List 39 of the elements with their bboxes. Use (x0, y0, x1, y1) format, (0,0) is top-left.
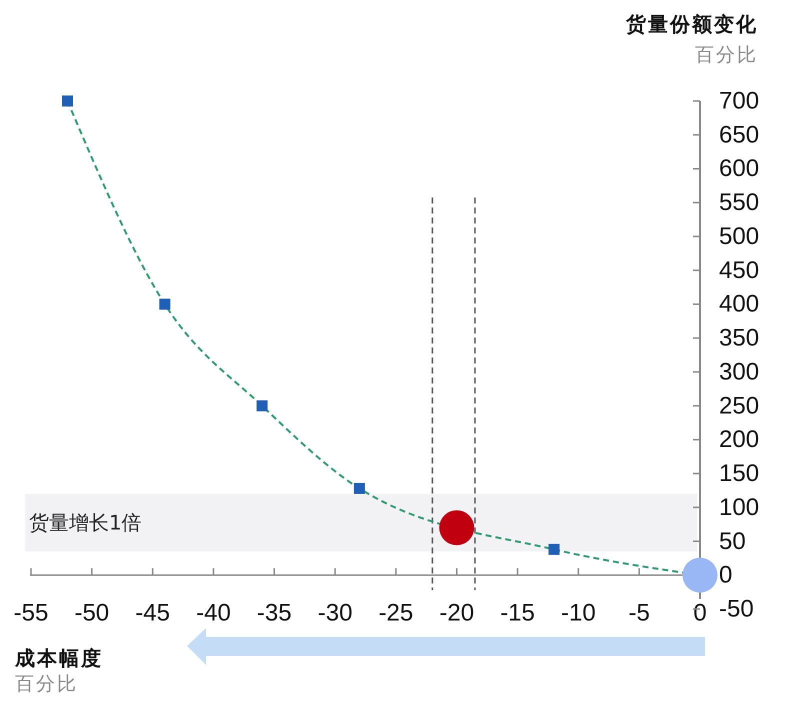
x-tick-label: -50 (74, 600, 110, 626)
y-tick-label: 250 (719, 392, 760, 420)
point (62, 96, 73, 106)
x-tick-label: -30 (318, 600, 352, 626)
y-tick-label: 550 (719, 189, 760, 216)
x-tick-label: -55 (14, 600, 48, 626)
x-tick-label: -35 (256, 600, 292, 626)
point (439, 510, 474, 546)
x-tick-label: -10 (561, 600, 596, 626)
y-tick-label: 100 (719, 494, 760, 521)
y-tick-label: 450 (719, 256, 760, 284)
text: 百分比 (695, 44, 758, 66)
y-tick-label: 650 (719, 121, 760, 148)
y-tick-label: 700 (719, 88, 760, 114)
point (159, 298, 170, 310)
y-tick-label: 400 (719, 290, 760, 318)
point (354, 482, 365, 494)
x-tick-label: -40 (196, 600, 231, 626)
y-tick-label: 600 (719, 155, 760, 182)
y-tick-label: 300 (719, 358, 760, 386)
x-tick-label: -25 (378, 600, 414, 626)
x-tick-label: -15 (500, 600, 535, 626)
y-tick-label: 350 (719, 324, 760, 352)
point (256, 400, 268, 412)
x-tick-label: -20 (439, 600, 474, 626)
y-tick-label: 200 (719, 426, 760, 454)
y-tick-label: 150 (719, 460, 760, 488)
point (682, 558, 718, 593)
text: 百分比 (15, 673, 78, 695)
y-tick-label: 50 (719, 528, 746, 555)
x-tick-label: -5 (628, 600, 650, 626)
band-label: 货量增长1倍 (29, 510, 142, 535)
point (548, 544, 560, 555)
y-tick-label: 500 (719, 222, 760, 250)
y-axis-title: 货量份额变化 (625, 12, 758, 36)
x-axis-title: 成本幅度 (14, 646, 103, 670)
y-tick-label: 0 (719, 562, 732, 589)
x-tick-label: -45 (135, 600, 170, 626)
x-tick-label: 0 (693, 600, 707, 626)
